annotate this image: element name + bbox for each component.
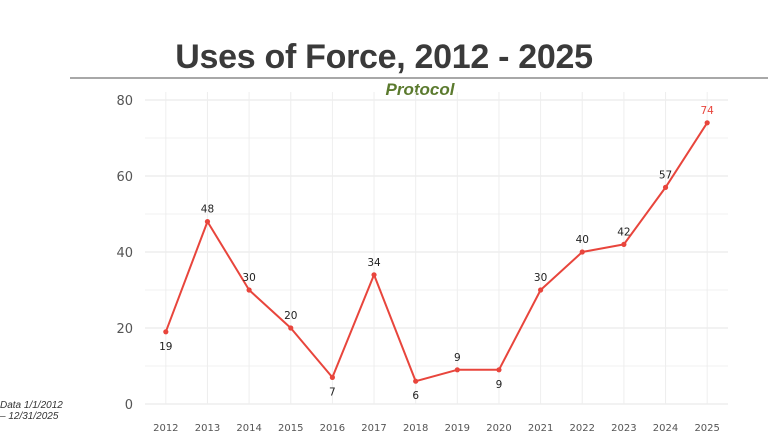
data-label: 9 xyxy=(496,379,503,391)
data-point xyxy=(204,219,211,225)
x-tick-label: 2014 xyxy=(236,423,261,434)
data-label: 7 xyxy=(329,386,336,398)
x-tick-label: 2018 xyxy=(403,423,428,434)
data-point xyxy=(413,378,419,384)
x-tick-label: 2022 xyxy=(570,423,595,434)
chart-subtitle: Protocol xyxy=(385,80,455,99)
y-tick-label: 60 xyxy=(116,170,133,185)
x-tick-label: 2013 xyxy=(195,423,220,434)
data-point xyxy=(246,287,252,293)
y-tick-label: 20 xyxy=(116,322,133,337)
x-tick-label: 2015 xyxy=(278,423,303,434)
x-tick-label: 2021 xyxy=(528,423,553,434)
x-tick-label: 2017 xyxy=(361,423,386,434)
data-point xyxy=(496,367,502,373)
chart-title: Uses of Force, 2012 - 2025 xyxy=(175,38,593,76)
data-label: 57 xyxy=(659,169,672,181)
data-label: 30 xyxy=(534,272,547,284)
data-label: 20 xyxy=(284,310,297,322)
data-label: 34 xyxy=(367,257,381,269)
data-point xyxy=(704,120,710,126)
data-label: 74 xyxy=(700,105,714,117)
series-line xyxy=(164,122,709,383)
data-label: 19 xyxy=(159,341,172,353)
data-point xyxy=(288,325,294,331)
y-tick-label: 80 xyxy=(116,94,133,109)
x-tick-label: 2016 xyxy=(320,423,345,434)
grid-layer xyxy=(145,92,728,405)
series-layer xyxy=(163,120,710,384)
x-tick-label: 2024 xyxy=(653,423,678,434)
data-point xyxy=(538,287,544,293)
data-label: 30 xyxy=(242,272,255,284)
x-tick-label: 2012 xyxy=(153,423,178,434)
x-tick-label: 2020 xyxy=(486,423,511,434)
data-label-layer: 19 48 30 20 7 34 6 9 9 30 40 42 57 74 xyxy=(159,105,714,402)
x-tick-label: 2023 xyxy=(611,423,636,434)
data-label: 42 xyxy=(617,226,630,238)
data-point xyxy=(621,241,627,247)
data-point xyxy=(662,184,669,190)
data-point xyxy=(579,249,585,255)
data-point xyxy=(454,367,460,373)
y-tick-label: 0 xyxy=(125,398,133,413)
data-label: 6 xyxy=(412,390,419,402)
data-point xyxy=(329,374,335,380)
title-divider xyxy=(70,77,768,79)
data-point xyxy=(163,329,169,335)
y-tick-label: 40 xyxy=(116,246,133,261)
x-tick-label: 2025 xyxy=(694,423,719,434)
data-label: 48 xyxy=(201,204,214,216)
x-tick-label: 2019 xyxy=(445,423,470,434)
data-label: 9 xyxy=(454,352,461,364)
data-label: 40 xyxy=(576,234,589,246)
date-range-note: Data 1/1/2012 – 12/31/2025 xyxy=(0,400,63,422)
data-point xyxy=(371,272,377,278)
